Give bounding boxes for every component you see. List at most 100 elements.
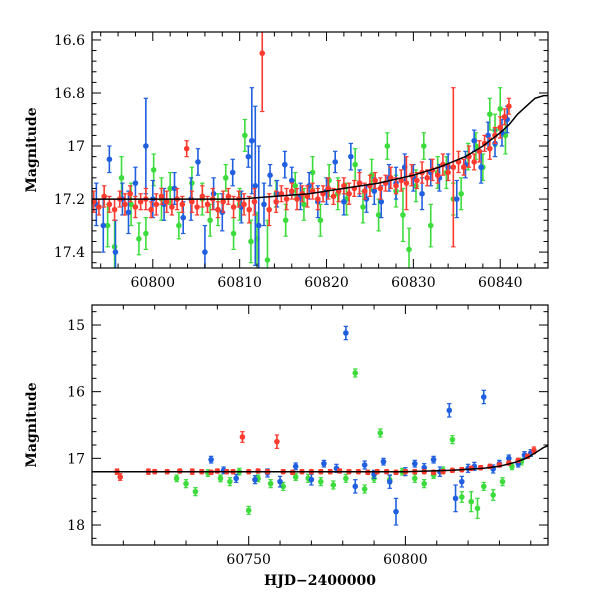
top-series-0-point-75 xyxy=(487,145,493,152)
bottom-panel: 60750 60800 15 16 17 18 Magnitude HJD−2400000 xyxy=(24,304,549,589)
bottom-frame xyxy=(91,304,549,546)
top-series-2-point-39 xyxy=(420,143,427,149)
top-series-1-point-20 xyxy=(249,137,255,144)
top-series-0-point-33 xyxy=(266,206,272,213)
top-series-0-point-26 xyxy=(225,193,232,200)
top-series-0-point-24 xyxy=(215,206,221,213)
top-series-1-point-38 xyxy=(378,198,385,205)
top-series-0-point-17 xyxy=(179,201,186,208)
top-series-2-point-9 xyxy=(176,222,182,229)
bottom-series-2-point-14 xyxy=(330,482,337,488)
top-series-1-point-34 xyxy=(348,153,354,160)
bottom-series-1-point-30 xyxy=(506,455,512,462)
top-series-1-point-21 xyxy=(252,182,259,189)
top-xtick-label-2: 60820 xyxy=(304,275,349,291)
bottom-series-1-point-11 xyxy=(352,483,359,490)
top-series-0-point-76 xyxy=(492,132,498,139)
bottom-series-1-point-6 xyxy=(292,463,299,470)
top-series-2-point-33 xyxy=(375,212,382,218)
top-series-1-point-23 xyxy=(261,201,267,208)
top-series-1-point-32 xyxy=(332,159,339,165)
top-series-2-point-48 xyxy=(487,111,493,118)
top-series-1-point-11 xyxy=(180,214,186,221)
bottom-series-1-point-16 xyxy=(393,508,399,515)
bottom-y-axis-title: Magnitude xyxy=(24,382,40,467)
top-series-1-point-50 xyxy=(478,164,484,171)
top-series-1-point-1 xyxy=(100,222,107,229)
top-series-0-point-44 xyxy=(325,185,332,192)
bottom-series-2-point-23 xyxy=(421,480,428,487)
top-ytick-label-0: 16.6 xyxy=(54,33,85,49)
top-series-0-point-77 xyxy=(497,124,504,131)
bottom-series-2-point-5 xyxy=(227,478,233,485)
top-series-0-point-15 xyxy=(169,204,175,210)
bottom-series-1-point-5 xyxy=(277,478,283,485)
top-series-0-point-2 xyxy=(101,193,107,200)
top-series-0-point-50 xyxy=(356,180,363,186)
top-series-0-point-47 xyxy=(341,182,347,189)
top-ytick-label-4: 17.4 xyxy=(54,245,85,261)
bottom-xtick-label-0: 60750 xyxy=(226,552,271,568)
bottom-series-1-point-20 xyxy=(430,456,437,463)
top-series-0-point-11 xyxy=(148,206,154,213)
top-series-1-point-22 xyxy=(255,222,262,229)
bottom-series-2-point-22 xyxy=(412,475,418,482)
bottom-ytick-label-0: 15 xyxy=(67,318,85,334)
top-series-0-point-12 xyxy=(153,201,160,208)
bottom-series-2-point-32 xyxy=(499,478,506,485)
top-ytick-label-3: 17.2 xyxy=(54,192,85,208)
top-series-1-point-51 xyxy=(485,132,491,139)
top-plot-area xyxy=(92,32,548,268)
top-series-0-point-57 xyxy=(393,182,399,189)
top-series-2-point-36 xyxy=(400,212,406,218)
top-series-2-point-40 xyxy=(427,222,434,229)
bottom-series-2-point-26 xyxy=(449,436,456,443)
top-series-2-point-34 xyxy=(384,143,391,149)
bottom-series-1-point-22 xyxy=(446,407,453,414)
top-series-0-point-36 xyxy=(283,196,290,202)
bottom-series-2-point-27 xyxy=(459,494,465,500)
top-series-0-point-72 xyxy=(471,159,477,165)
bottom-model-curve xyxy=(92,445,548,473)
top-y-axis-title: Magnitude xyxy=(24,107,40,192)
bottom-series-2-point-29 xyxy=(474,505,481,512)
top-series-2-point-18 xyxy=(248,238,254,245)
top-series-0-point-7 xyxy=(127,190,134,197)
top-series-2-point-26 xyxy=(317,217,324,224)
bottom-series-2-point-0 xyxy=(173,475,180,482)
top-series-1-point-33 xyxy=(341,198,347,205)
top-series-0-point-18 xyxy=(183,145,190,152)
bottom-series-2-point-30 xyxy=(480,483,487,490)
bottom-x-axis-title: HJD−2400000 xyxy=(264,573,376,589)
bottom-series-1-point-10 xyxy=(343,330,349,336)
top-xtick-label-3: 60830 xyxy=(391,275,436,291)
bottom-series-2-point-28 xyxy=(468,498,475,505)
top-xtick-label-0: 60800 xyxy=(131,275,176,291)
top-series-1-point-15 xyxy=(210,190,217,197)
top-series-0-point-37 xyxy=(288,188,295,194)
bottom-series-2-point-13 xyxy=(317,478,324,485)
bottom-series-0-point-12 xyxy=(239,434,246,440)
bottom-series-0-point-44 xyxy=(531,447,537,454)
top-series-0-point-14 xyxy=(163,198,170,205)
top-series-2-point-2 xyxy=(118,175,125,181)
top-series-2-point-6 xyxy=(150,167,157,173)
top-series-0-point-3 xyxy=(106,201,113,208)
bottom-series-1-point-18 xyxy=(412,460,418,467)
top-series-0-point-8 xyxy=(132,204,139,210)
top-series-1-point-26 xyxy=(282,161,288,168)
top-series-1-point-7 xyxy=(143,143,149,149)
top-ytick-label-1: 16.8 xyxy=(54,86,85,102)
top-series-1-point-49 xyxy=(471,137,477,144)
top-series-2-point-3 xyxy=(128,201,134,208)
top-series-0-point-34 xyxy=(273,198,279,205)
top-series-0-point-63 xyxy=(424,175,431,181)
bottom-series-1-point-2 xyxy=(233,475,239,482)
top-series-2-point-31 xyxy=(360,204,366,210)
top-series-0-point-79 xyxy=(506,103,512,110)
top-series-1-point-19 xyxy=(245,153,252,160)
bottom-series-2-point-4 xyxy=(217,475,224,482)
top-series-0-point-6 xyxy=(122,201,128,208)
top-series-0-point-68 xyxy=(450,164,457,171)
